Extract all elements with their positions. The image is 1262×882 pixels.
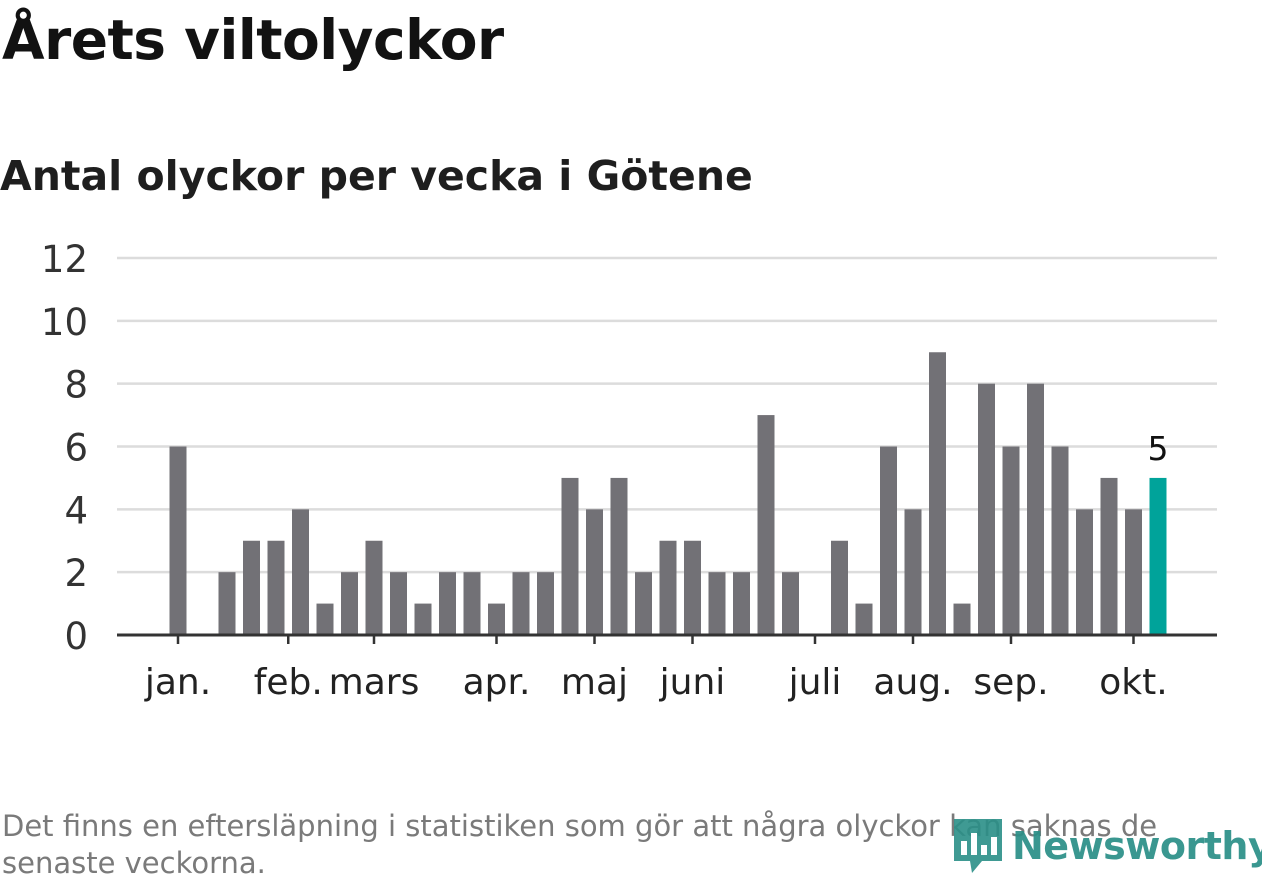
y-tick-label: 0 [64,615,88,658]
x-tick-label: juli [788,662,842,703]
newsworthy-logo[interactable]: Newsworthy [952,816,1262,876]
chart-subtitle: Antal olyckor per vecka i Götene [0,152,753,200]
y-tick-label: 2 [64,552,88,595]
bar [488,603,505,635]
bar [463,572,481,635]
bar-highlight [1149,477,1167,635]
y-tick-label: 6 [64,427,88,470]
x-tick-label: mars [329,662,420,703]
newsworthy-logo-icon [954,819,1002,873]
y-tick-label: 8 [64,364,88,407]
bar [1051,446,1069,635]
newsworthy-logo-text: Newsworthy [1012,824,1262,868]
bar [561,477,579,635]
x-tick-label: juni [659,662,726,703]
x-tick-label: aug. [873,662,952,703]
data-label-highlight: 5 [1148,429,1169,468]
bar [733,572,750,635]
bar [243,540,260,635]
bar [880,446,897,635]
bar [292,509,309,635]
x-axis: jan. feb. mars apr. maj juni juli aug. sep. okt. [117,633,1217,703]
bar [414,603,432,635]
bar-chart: 0 2 4 6 8 10 12 jan. feb. mars apr. maj juni juli aug… [41,238,1217,703]
bar [218,572,236,635]
bar [610,477,628,635]
bar [757,415,775,635]
bar [365,540,383,635]
bar [512,572,530,635]
bar [978,383,995,635]
y-axis-ticks: 0 2 4 6 8 10 12 [41,238,88,658]
bar [953,603,971,635]
bar [1125,509,1142,635]
x-tick-label: feb. [254,662,323,703]
bar [537,572,554,635]
bar [316,603,334,635]
bar [267,540,285,635]
bar [684,540,701,635]
y-tick-label: 10 [41,301,88,344]
x-tick-label: apr. [463,662,531,703]
bar [586,509,603,635]
bar [1100,477,1118,635]
bar [855,603,873,635]
x-tick-label: maj [561,662,628,703]
bars [169,352,1167,635]
bar [341,572,358,635]
chart-title: Årets viltolyckor [2,8,504,72]
x-tick-label: okt. [1099,662,1167,703]
x-tick-label: sep. [973,662,1048,703]
bar [390,572,407,635]
bar [782,572,799,635]
y-tick-label: 4 [64,489,88,532]
bar [169,446,187,635]
bar [708,572,726,635]
bar [1076,509,1093,635]
x-tick-label: jan. [144,662,211,703]
data-labels: 5 [1148,429,1169,468]
y-tick-label: 12 [41,238,88,281]
bar [929,352,946,635]
bar [659,540,677,635]
bar [1002,446,1020,635]
bar [635,572,652,635]
bar [904,509,922,635]
bar [831,540,848,635]
bar [1027,383,1044,635]
bar [439,572,456,635]
